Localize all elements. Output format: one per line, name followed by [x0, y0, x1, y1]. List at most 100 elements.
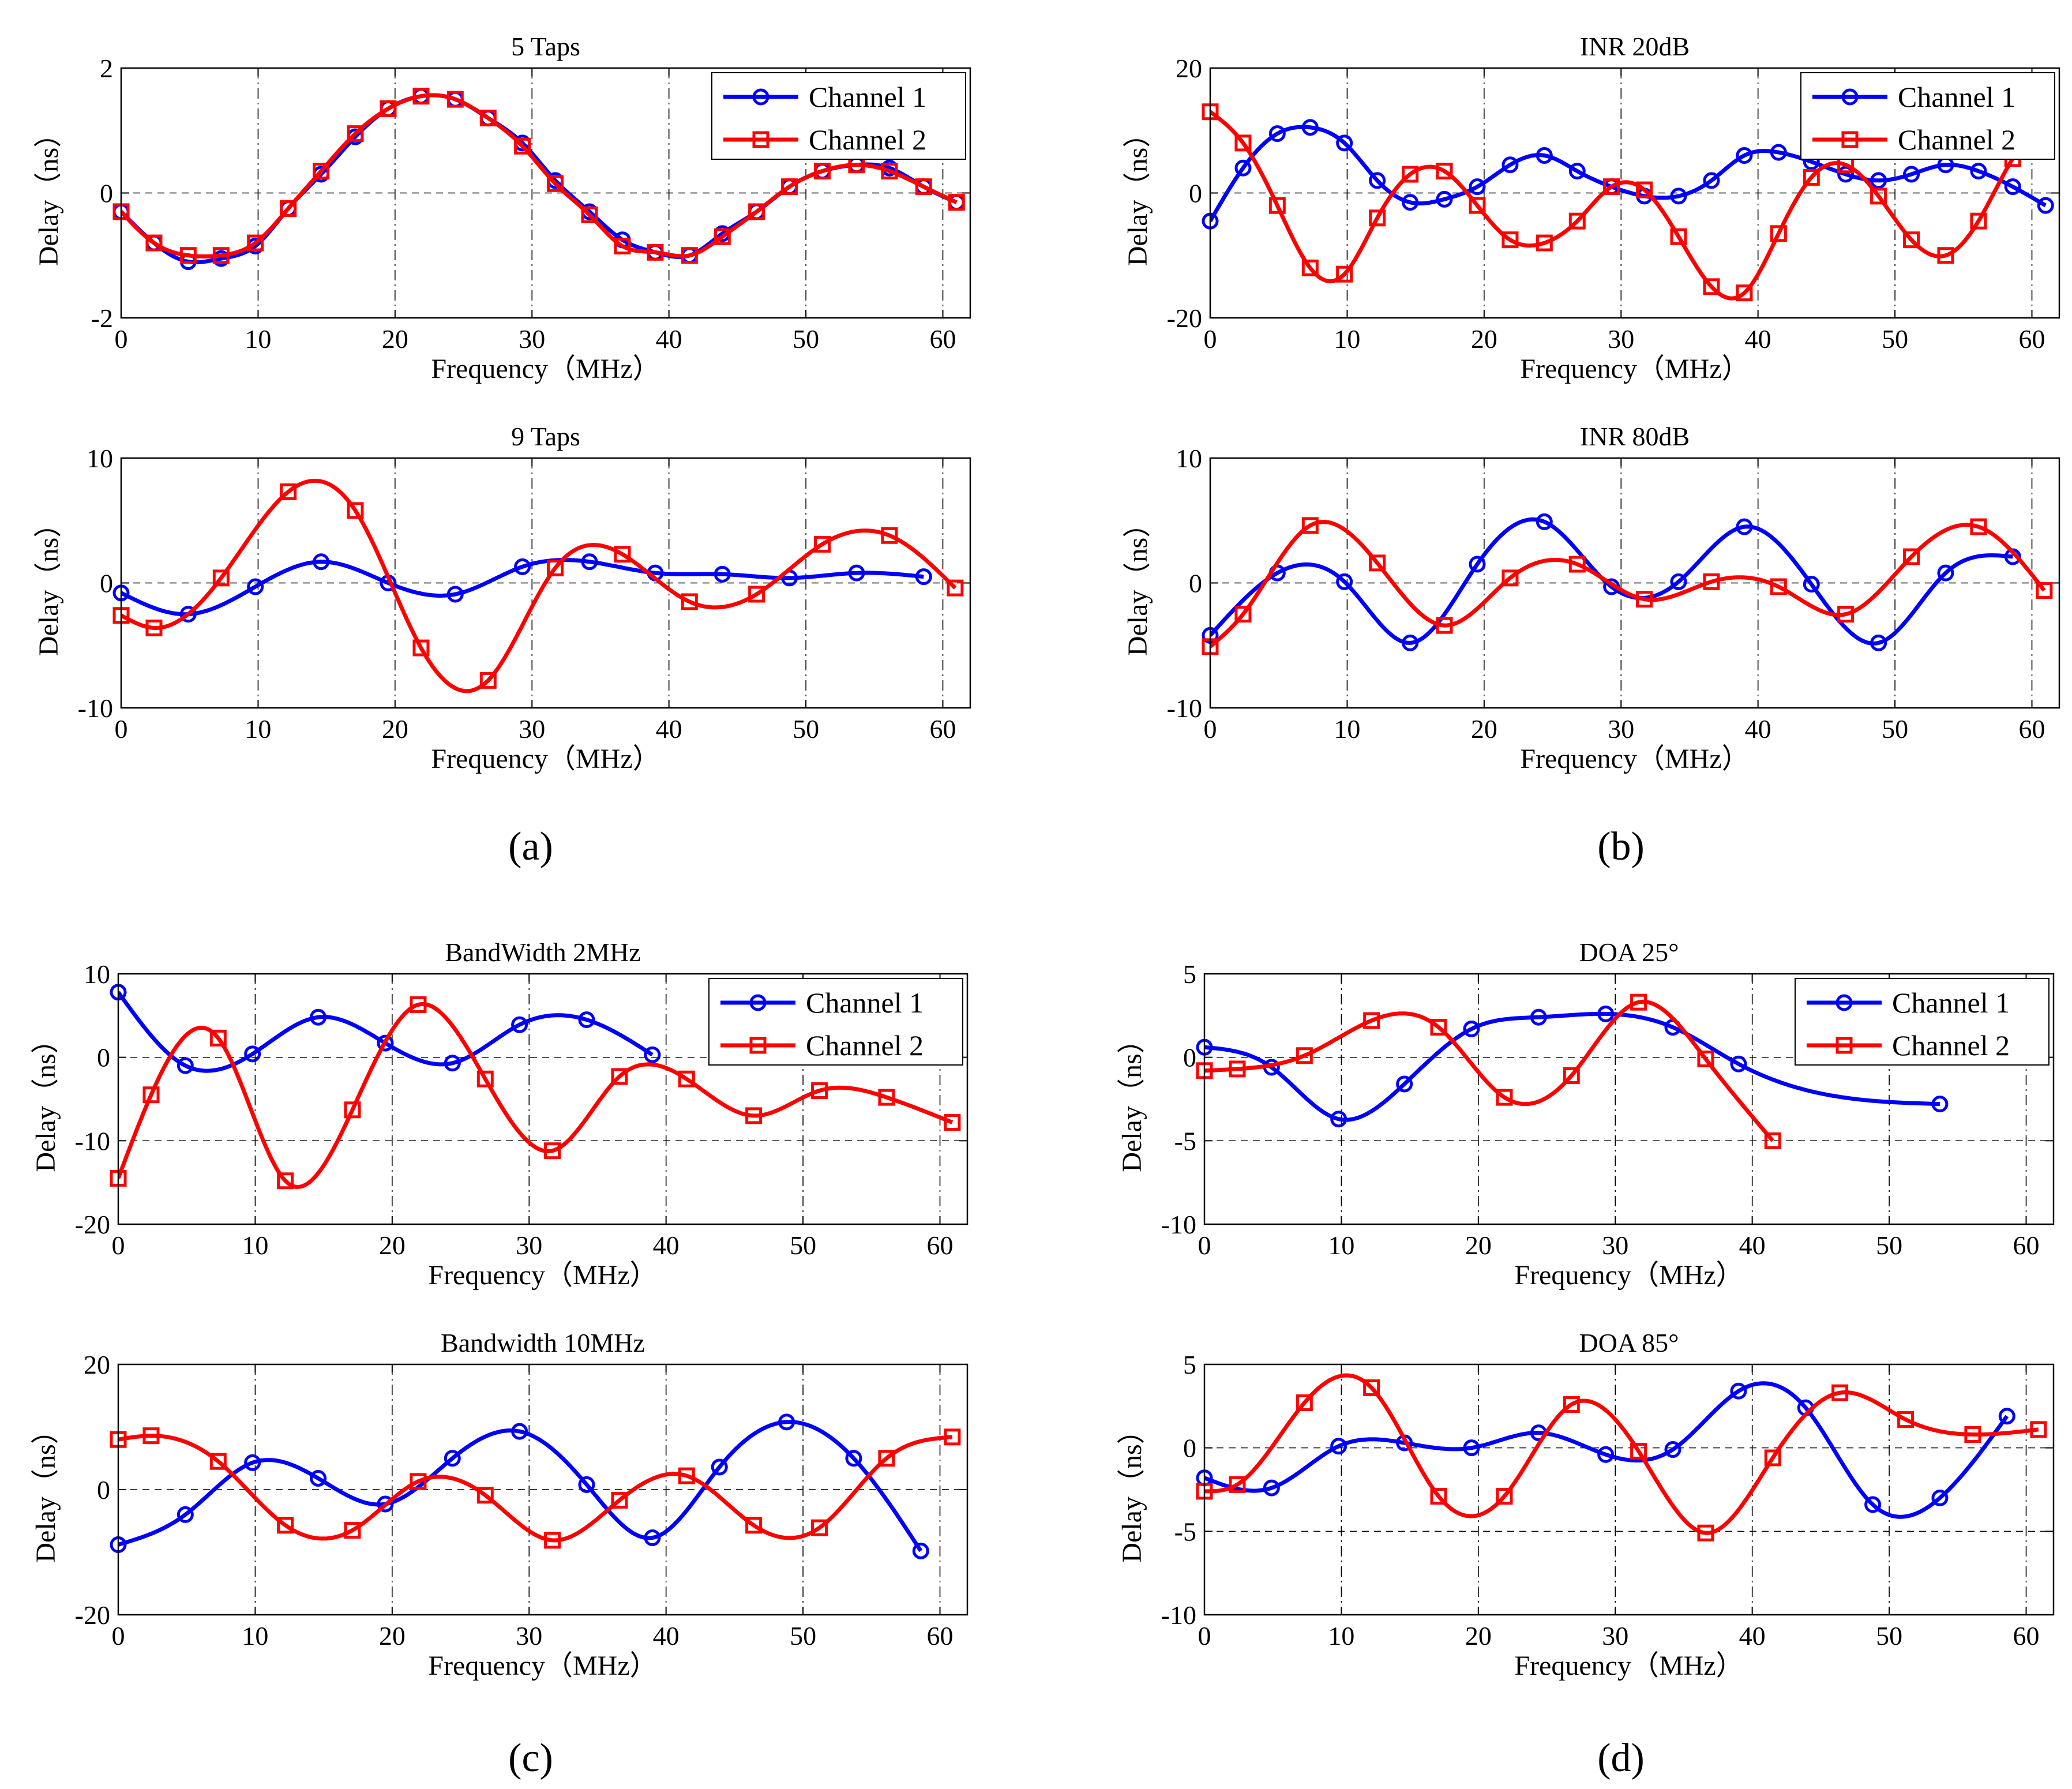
series-line-channel-2	[1204, 999, 1774, 1142]
data-point-channel-2	[1897, 1411, 1915, 1428]
x-tick-label: 60	[2013, 1621, 2040, 1651]
data-point-channel-1	[581, 553, 598, 571]
data-point-channel-1	[1263, 1479, 1280, 1497]
x-tick-label: 40	[653, 1231, 680, 1260]
data-point-channel-2	[1770, 225, 1787, 242]
data-point-channel-1	[1396, 1075, 1413, 1093]
legend-marker-square	[1841, 131, 1859, 148]
data-point-channel-2	[476, 1070, 494, 1087]
data-point-channel-2	[1770, 578, 1787, 595]
x-axis-label: Frequency（MHz）	[428, 1260, 657, 1291]
data-point-channel-2	[1234, 606, 1252, 623]
legend-marker-circle	[749, 994, 767, 1011]
data-point-channel-2	[678, 1070, 695, 1087]
x-tick-label: 40	[1739, 1621, 1766, 1651]
x-tick-label: 0	[1198, 1231, 1211, 1260]
data-point-channel-1	[1330, 1438, 1347, 1455]
x-tick-label: 20	[1465, 1231, 1492, 1260]
data-point-channel-1	[1597, 1446, 1615, 1463]
data-point-channel-1	[444, 1450, 461, 1467]
data-point-channel-1	[1870, 172, 1887, 189]
data-point-channel-1	[1597, 1005, 1615, 1022]
x-tick-label: 40	[1745, 324, 1771, 354]
panel-label-d: (d)	[1597, 1736, 1645, 1780]
data-point-channel-2	[209, 1029, 227, 1047]
data-point-channel-2	[814, 535, 831, 553]
y-tick-label: -10	[1161, 1210, 1196, 1239]
data-point-channel-1	[1664, 1441, 1681, 1458]
data-point-channel-1	[848, 564, 865, 582]
data-point-channel-1	[1234, 159, 1252, 177]
data-point-channel-2	[145, 619, 163, 636]
x-tick-label: 50	[793, 714, 819, 744]
x-tick-label: 0	[1198, 1621, 1211, 1651]
data-point-channel-1	[179, 606, 197, 623]
data-point-channel-2	[748, 203, 765, 220]
data-point-channel-2	[1630, 993, 1647, 1011]
plot-frame	[1203, 973, 2055, 1225]
legend-label-channel-2: Channel 2	[1892, 1029, 2010, 1062]
data-point-channel-2	[1568, 212, 1586, 230]
x-tick-label: 10	[1334, 714, 1360, 744]
legend-label-channel-1: Channel 1	[1898, 81, 2015, 113]
legend-label-channel-2: Channel 2	[809, 123, 926, 156]
data-point-channel-2	[142, 1086, 160, 1104]
data-point-channel-2	[748, 586, 765, 603]
data-point-channel-2	[878, 1089, 895, 1106]
data-point-channel-1	[2037, 197, 2054, 214]
data-point-channel-1	[377, 1034, 394, 1052]
x-tick-label: 30	[1608, 714, 1634, 744]
data-point-channel-2	[1363, 1012, 1380, 1029]
data-point-channel-2	[614, 238, 631, 255]
data-point-channel-2	[1703, 573, 1720, 590]
data-point-channel-2	[280, 483, 297, 500]
series-line-channel-2	[1210, 520, 2046, 648]
data-point-channel-1	[1903, 166, 1920, 183]
data-point-channel-1	[244, 1454, 261, 1471]
y-tick-label: 0	[1183, 1434, 1196, 1463]
data-point-channel-1	[514, 558, 531, 575]
plot-frame	[117, 973, 969, 1225]
data-point-channel-2	[277, 1172, 294, 1190]
data-point-channel-2	[1703, 278, 1720, 295]
data-point-channel-2	[142, 1427, 160, 1445]
data-point-channel-1	[1703, 172, 1720, 189]
data-point-channel-1	[310, 1008, 327, 1026]
y-tick-label: 0	[1189, 569, 1202, 598]
data-point-channel-2	[212, 569, 230, 587]
y-tick-label: -5	[1174, 1517, 1196, 1546]
series-line-channel-2	[118, 1434, 953, 1543]
data-point-channel-2	[1430, 1019, 1447, 1036]
y-tick-label: 10	[87, 444, 113, 473]
data-point-channel-2	[1964, 1426, 1981, 1443]
data-point-channel-2	[410, 1473, 427, 1490]
x-tick-label: 60	[930, 324, 956, 354]
x-tick-label: 20	[382, 714, 408, 744]
data-point-channel-2	[1937, 247, 1954, 264]
data-point-channel-1	[244, 1045, 261, 1063]
data-point-channel-1	[1970, 163, 1987, 180]
legend-marker-square	[752, 131, 770, 148]
data-point-channel-2	[1369, 554, 1386, 572]
data-point-channel-2	[446, 91, 464, 108]
y-tick-label: 0	[1189, 179, 1202, 208]
data-point-channel-1	[1369, 172, 1386, 189]
y-tick-label: 2	[100, 54, 113, 83]
data-point-channel-2	[1563, 1396, 1580, 1413]
x-tick-label: 10	[242, 1621, 268, 1651]
x-tick-label: 0	[112, 1621, 125, 1651]
panel-label-c: (c)	[508, 1736, 553, 1780]
data-point-channel-2	[412, 639, 430, 657]
data-point-channel-2	[1496, 1488, 1513, 1505]
x-tick-label: 60	[930, 714, 956, 744]
data-point-channel-1	[1998, 1408, 2015, 1425]
data-point-channel-1	[1568, 163, 1586, 180]
chart-title: DOA 85°	[1579, 1328, 1679, 1357]
data-point-channel-1	[1402, 194, 1419, 211]
data-point-channel-2	[313, 163, 330, 180]
series-line-channel-1	[118, 1420, 923, 1552]
data-point-channel-2	[878, 1450, 895, 1467]
x-tick-label: 0	[115, 714, 128, 744]
